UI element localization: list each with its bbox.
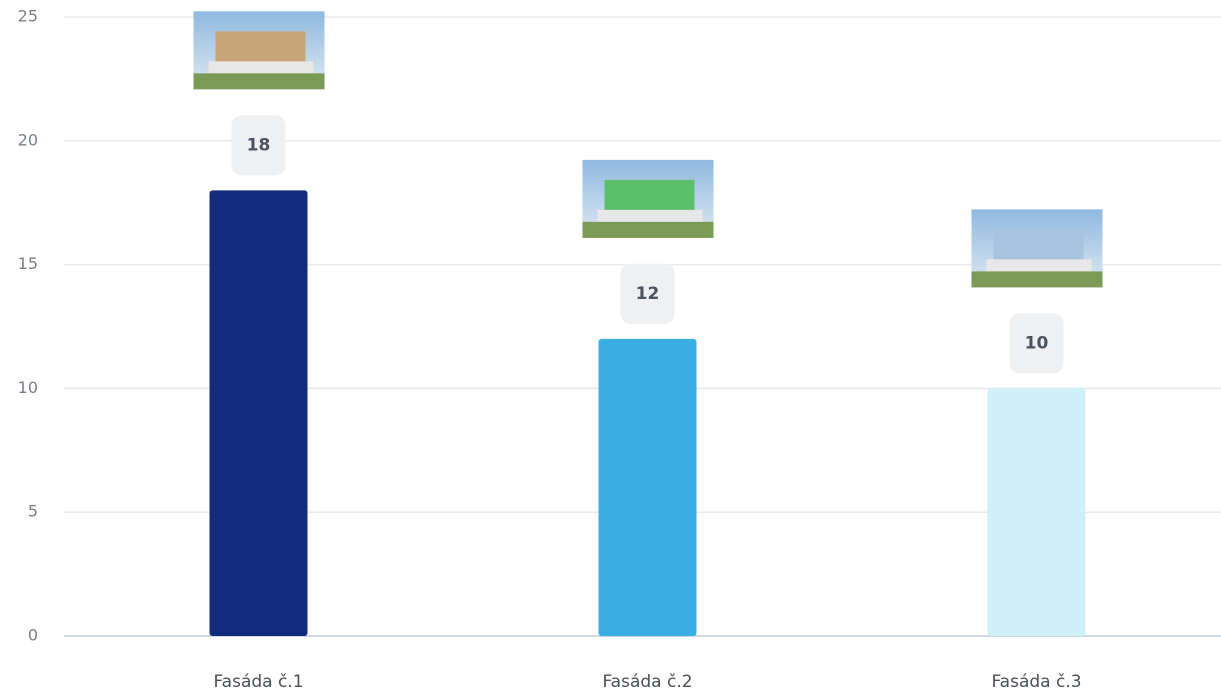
bar	[599, 339, 697, 636]
chart: 0 5 10 15 20 25 Fasáda č.1 18 Fasáda č.2 12 Fasáda…	[0, 0, 1221, 693]
bar	[988, 388, 1086, 636]
y-tick-label: 25	[18, 7, 38, 26]
bar	[210, 190, 308, 636]
facade-image	[194, 11, 325, 89]
y-tick-label: 10	[18, 378, 38, 397]
image-ground	[972, 271, 1103, 287]
y-tick-label: 5	[28, 502, 38, 521]
y-tick-label: 0	[28, 626, 38, 645]
y-tick-label: 20	[18, 130, 38, 149]
image-building-base	[598, 210, 703, 224]
value-label: 10	[1025, 333, 1049, 353]
image-ground	[583, 222, 714, 238]
x-tick-label: Fasáda č.2	[602, 672, 692, 692]
page: 0 5 10 15 20 25 Fasáda č.1 18 Fasáda č.2 12 Fasáda…	[0, 0, 1221, 693]
image-ground	[194, 73, 325, 89]
x-tick-label: Fasáda č.1	[213, 672, 303, 692]
value-label: 12	[636, 284, 660, 304]
image-building-base	[209, 61, 314, 75]
facade-image	[972, 209, 1103, 287]
x-tick-label: Fasáda č.3	[991, 672, 1081, 692]
y-tick-label: 15	[18, 254, 38, 273]
image-building-base	[987, 259, 1092, 273]
value-label: 18	[247, 135, 271, 155]
facade-image	[583, 160, 714, 238]
